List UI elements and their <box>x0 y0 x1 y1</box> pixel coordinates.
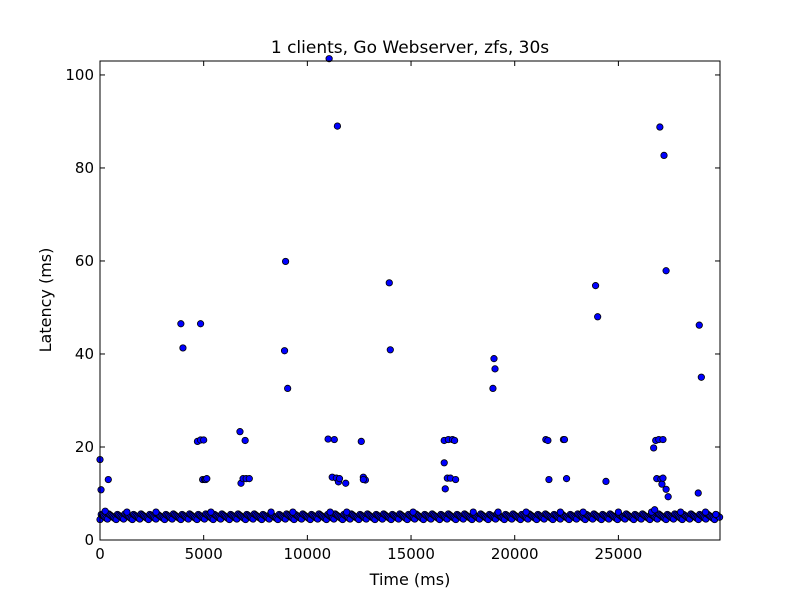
data-points <box>96 55 724 524</box>
data-point <box>335 475 344 483</box>
data-point <box>236 428 244 436</box>
data-point <box>280 347 289 355</box>
data-point <box>343 508 351 516</box>
data-point <box>441 485 449 493</box>
x-tick-label: 25000 <box>595 545 643 563</box>
data-point <box>357 437 365 446</box>
data-point <box>650 444 658 452</box>
data-point <box>241 436 249 445</box>
data-point <box>489 384 497 392</box>
data-point <box>660 151 668 160</box>
data-point <box>200 436 208 444</box>
data-point <box>522 508 530 516</box>
data-point <box>152 508 160 516</box>
data-point <box>386 346 394 354</box>
x-tick-label: 5000 <box>185 545 223 563</box>
data-point <box>659 435 667 444</box>
chart-title: 1 clients, Go Webserver, zfs, 30s <box>271 38 549 58</box>
data-point <box>281 257 290 266</box>
data-point <box>245 475 253 483</box>
data-point <box>409 508 417 516</box>
data-point <box>385 279 393 287</box>
data-point <box>695 321 703 329</box>
x-tick-label: 15000 <box>387 545 435 563</box>
data-point <box>694 489 702 497</box>
data-point <box>326 508 334 516</box>
data-point <box>324 435 332 443</box>
y-tick-label: 0 <box>84 531 94 549</box>
data-point <box>697 373 705 381</box>
data-point <box>267 508 275 516</box>
data-point <box>560 435 569 444</box>
data-point <box>342 479 350 487</box>
data-point <box>203 475 211 483</box>
data-point <box>97 486 105 494</box>
data-point <box>579 508 587 516</box>
data-point <box>177 320 185 328</box>
data-point <box>104 475 112 484</box>
data-point <box>562 475 571 483</box>
y-tick-label: 40 <box>75 345 94 363</box>
data-point <box>123 508 131 516</box>
data-point <box>440 459 448 467</box>
data-point <box>594 313 602 321</box>
y-tick-label: 60 <box>75 252 94 270</box>
data-point <box>491 365 499 373</box>
x-tick-label: 20000 <box>491 545 539 563</box>
data-point <box>333 122 342 130</box>
y-axis-label: Latency (ms) <box>36 248 55 353</box>
data-point <box>359 475 367 484</box>
y-tick-label: 100 <box>65 66 94 84</box>
data-point <box>325 55 333 63</box>
data-point <box>664 493 672 501</box>
data-point <box>289 508 297 516</box>
data-point <box>712 510 720 519</box>
data-point <box>284 384 292 392</box>
data-point <box>494 508 502 516</box>
data-point <box>656 123 664 131</box>
y-tick-label: 20 <box>75 438 94 456</box>
x-tick-label: 10000 <box>283 545 331 563</box>
y-tick-label: 80 <box>75 159 94 177</box>
data-point <box>490 355 498 363</box>
axis-ticks: 0 5000 10000 15000 20000 25000 0 20 40 60 80 100 <box>65 61 720 563</box>
data-point <box>602 477 610 486</box>
plot-frame <box>99 60 721 541</box>
data-point <box>545 475 553 484</box>
data-point <box>450 436 459 445</box>
data-point <box>591 282 600 290</box>
x-tick-label: 0 <box>95 545 105 563</box>
data-point <box>651 506 659 514</box>
data-point <box>556 508 564 516</box>
data-point <box>196 320 205 328</box>
data-point <box>677 508 685 516</box>
x-axis-label: Time (ms) <box>369 570 451 589</box>
data-point <box>662 267 670 275</box>
data-point <box>207 508 215 516</box>
data-point <box>101 507 109 515</box>
data-point <box>330 435 338 444</box>
data-point <box>701 508 710 516</box>
data-point <box>662 485 670 493</box>
data-point <box>179 344 187 352</box>
data-point <box>614 508 622 516</box>
data-point <box>659 474 667 482</box>
data-point <box>469 508 477 516</box>
data-point <box>544 436 552 445</box>
data-point <box>452 475 460 484</box>
